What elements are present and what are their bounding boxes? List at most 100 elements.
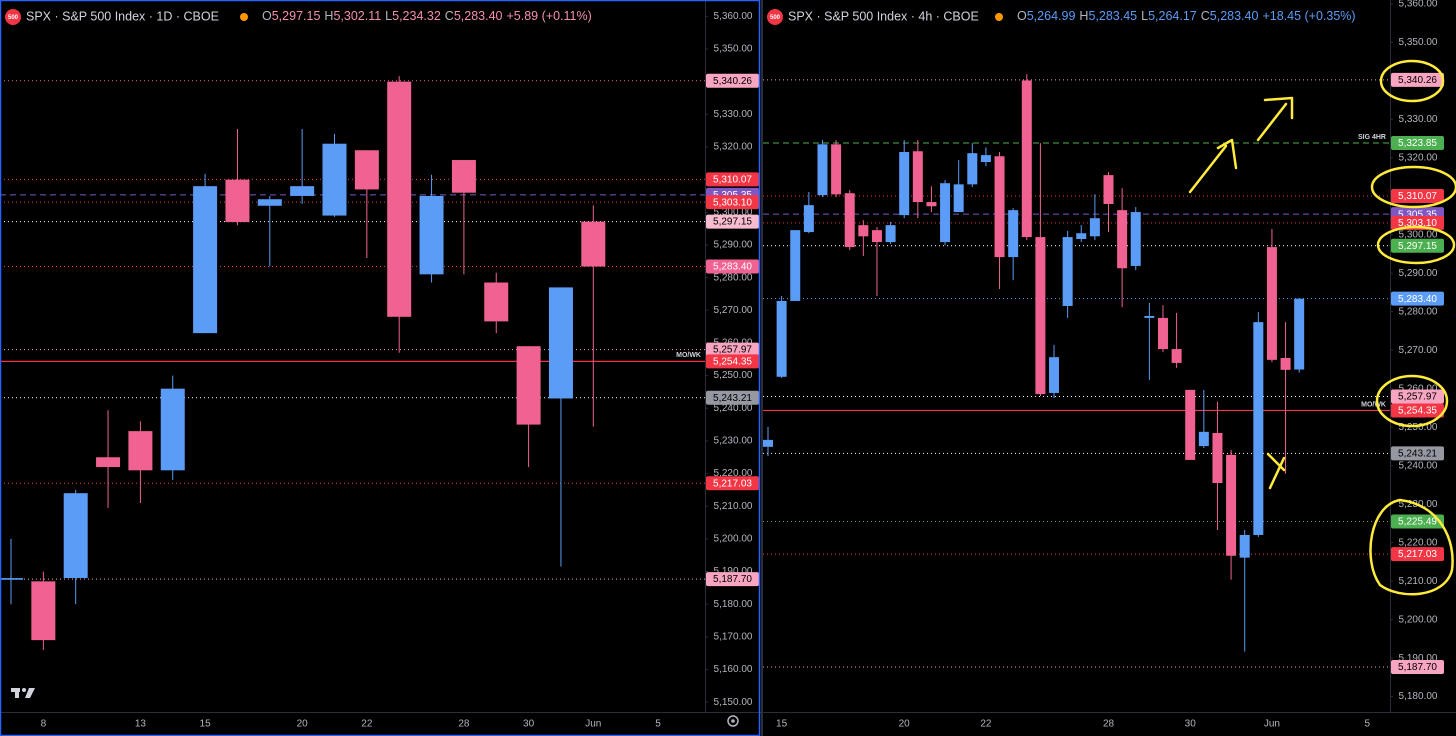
candle-body bbox=[1294, 298, 1305, 370]
price-label bbox=[706, 195, 759, 210]
price-label-text: 5,305.35 bbox=[1398, 209, 1437, 220]
candle-body bbox=[1198, 431, 1209, 447]
candle-body bbox=[1239, 534, 1250, 558]
x-tick-label: 22 bbox=[361, 719, 373, 730]
y-tick-label: 5,280.00 bbox=[1399, 306, 1438, 317]
price-label bbox=[1391, 215, 1444, 230]
symbol-badge-text: 500 bbox=[770, 15, 781, 21]
candle-body bbox=[1089, 218, 1100, 237]
y-tick-label: 5,250.00 bbox=[1399, 422, 1438, 433]
ohlc-value: 5,264.99 bbox=[1027, 9, 1076, 23]
ink-circle bbox=[1375, 374, 1449, 428]
candle-body bbox=[1226, 454, 1237, 556]
y-tick-label: 5,280.00 bbox=[714, 272, 753, 283]
ohlc-key: L bbox=[385, 9, 392, 23]
candle-body bbox=[31, 581, 56, 641]
y-tick-label: 5,230.00 bbox=[714, 436, 753, 447]
symbol-badge-text: 500 bbox=[8, 15, 19, 21]
price-label-text: 5,283.40 bbox=[1398, 294, 1437, 305]
y-tick-label: 5,250.00 bbox=[714, 370, 753, 381]
candle-body bbox=[96, 457, 121, 468]
candle-body bbox=[1021, 80, 1032, 238]
price-label-text: 5,187.70 bbox=[713, 574, 752, 585]
x-tick-label: Jun bbox=[585, 719, 601, 730]
price-label-text: 5,254.35 bbox=[713, 357, 752, 368]
chart-panel: 5,180.00 5,190.00 5,200.00 5,210.00 5,220.00… bbox=[763, 0, 1438, 730]
ohlc-key: L bbox=[1141, 9, 1148, 23]
price-label-text: 5,283.40 bbox=[713, 262, 752, 273]
y-tick-label: 5,270.00 bbox=[1399, 345, 1438, 356]
x-tick-label: 15 bbox=[200, 719, 212, 730]
price-label-text: 5,257.97 bbox=[1398, 392, 1437, 403]
candle-body bbox=[1035, 237, 1046, 395]
candle-body bbox=[290, 186, 315, 196]
price-label bbox=[1391, 135, 1444, 150]
y-tick-label: 5,330.00 bbox=[714, 109, 753, 120]
y-tick-label: 5,270.00 bbox=[714, 305, 753, 316]
ink-circle bbox=[1376, 225, 1456, 265]
ink-circle bbox=[1379, 59, 1445, 103]
price-label-text: 5,217.03 bbox=[713, 478, 752, 489]
candle-body bbox=[967, 153, 978, 185]
candle-body bbox=[225, 179, 250, 223]
y-tick-label: 5,180.00 bbox=[714, 599, 753, 610]
candle-body bbox=[322, 143, 347, 216]
candle-body bbox=[1062, 237, 1073, 306]
candle-body bbox=[1266, 247, 1277, 360]
y-tick-label: 5,290.00 bbox=[1399, 268, 1438, 279]
candle-body bbox=[160, 388, 185, 471]
y-tick-label: 5,290.00 bbox=[714, 240, 753, 251]
price-label bbox=[706, 572, 759, 587]
y-tick-label: 5,190.00 bbox=[1399, 653, 1438, 664]
price-label bbox=[706, 342, 759, 357]
price-label-text: 5,340.26 bbox=[1398, 75, 1437, 86]
price-label bbox=[1391, 72, 1444, 87]
level-note: MO/WK bbox=[1361, 401, 1386, 408]
price-label bbox=[706, 259, 759, 274]
settings-button[interactable] bbox=[727, 715, 739, 727]
market-status bbox=[240, 13, 248, 21]
chart-panel: 5,150.00 5,160.00 5,170.00 5,180.00 5,190.00… bbox=[0, 11, 753, 730]
y-tick-label: 5,180.00 bbox=[1399, 691, 1438, 702]
candle-body bbox=[899, 152, 910, 216]
candle-body bbox=[1103, 175, 1114, 204]
y-tick-label: 5,200.00 bbox=[1399, 614, 1438, 625]
candle-body bbox=[354, 150, 379, 190]
candle-body bbox=[484, 282, 509, 322]
candle-body bbox=[419, 195, 444, 275]
candle-body bbox=[803, 205, 814, 233]
price-label-text: 5,257.97 bbox=[713, 345, 752, 356]
price-label-text: 5,310.07 bbox=[1398, 191, 1437, 202]
y-tick-label: 5,350.00 bbox=[1399, 37, 1438, 48]
x-tick-label: 5 bbox=[655, 719, 661, 730]
ohlc-key: O bbox=[262, 9, 272, 23]
y-tick-label: 5,350.00 bbox=[714, 44, 753, 55]
candle-body bbox=[193, 186, 218, 334]
chart-title: SPX · S&P 500 Index · 4h · CBOE bbox=[788, 9, 979, 23]
y-tick-label: 5,200.00 bbox=[714, 534, 753, 545]
price-label-text: 5,303.10 bbox=[713, 197, 752, 208]
hand-annotations bbox=[1188, 59, 1456, 596]
x-tick-label: 22 bbox=[980, 719, 992, 730]
ohlc-key: C bbox=[445, 9, 454, 23]
price-label bbox=[1391, 238, 1444, 253]
candle-body bbox=[128, 431, 153, 471]
ohlc-readout: O5,297.15 H5,302.11 L5,234.32 C5,283.40 +5.8… bbox=[262, 9, 592, 23]
candle-body bbox=[451, 160, 476, 193]
x-tick-label: 30 bbox=[523, 719, 535, 730]
candle-body bbox=[1171, 349, 1182, 363]
y-tick-label: 5,360.00 bbox=[1399, 0, 1438, 9]
candle-body bbox=[980, 155, 991, 163]
candle-body bbox=[63, 493, 88, 579]
candle-body bbox=[387, 81, 412, 317]
candle-body bbox=[885, 225, 896, 243]
symbol-badge bbox=[767, 9, 783, 25]
candle-body bbox=[581, 221, 606, 267]
price-label bbox=[1391, 446, 1444, 461]
x-tick-label: 30 bbox=[1185, 719, 1197, 730]
ohlc-value: 5,283.45 bbox=[1088, 9, 1137, 23]
price-label bbox=[1391, 389, 1444, 404]
candle-body bbox=[953, 184, 964, 213]
level-note: MO/WK bbox=[676, 352, 701, 359]
candle-body bbox=[1157, 317, 1168, 350]
